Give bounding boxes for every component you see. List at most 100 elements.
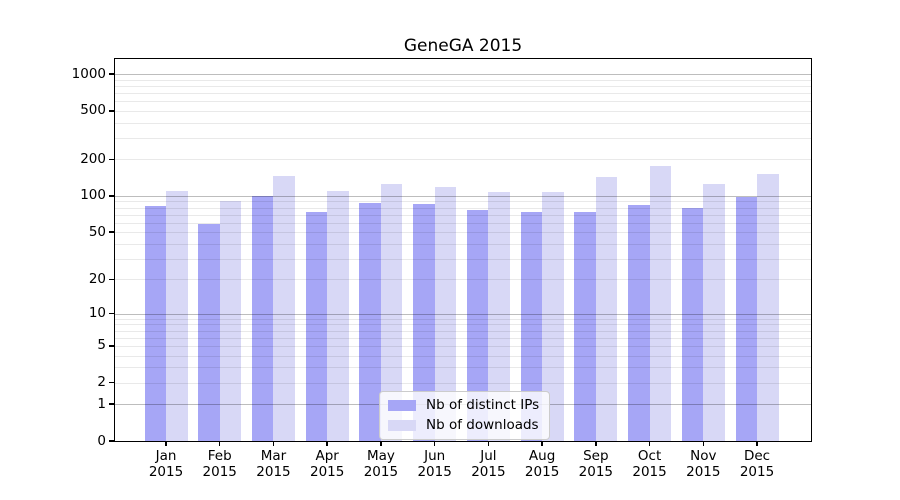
gridline-minor	[115, 101, 811, 103]
chart-title: GeneGA 2015	[403, 36, 523, 56]
y-tick-mark	[109, 440, 114, 442]
gridline-minor	[115, 382, 811, 384]
y-tick-label: 500	[80, 102, 106, 119]
gridline-minor	[115, 122, 811, 124]
x-tick-label: Dec 2015	[739, 448, 775, 480]
y-tick-mark	[109, 312, 114, 315]
x-tick-mark	[326, 441, 328, 446]
x-tick-mark	[165, 441, 167, 446]
gridline-major	[115, 74, 811, 76]
x-tick-mark	[595, 441, 597, 446]
y-tick-label: 2	[97, 374, 106, 391]
gridline-minor	[115, 279, 811, 281]
y-tick-mark	[109, 110, 114, 112]
plot-area	[115, 59, 811, 441]
bar-ips-may	[359, 203, 381, 441]
bar-downloads-feb	[219, 201, 242, 441]
x-tick-label: Nov 2015	[686, 448, 721, 480]
y-tick-label: 50	[88, 223, 106, 240]
bar-downloads-sep	[595, 177, 618, 441]
legend: Nb of distinct IPs Nb of downloads	[379, 391, 551, 440]
bar-ips-mar	[251, 195, 274, 441]
x-tick-mark	[272, 441, 275, 446]
bar-downloads-jul	[488, 191, 510, 441]
x-tick-label: May 2015	[363, 448, 399, 480]
y-tick-mark	[109, 231, 114, 233]
gridline-minor	[115, 355, 811, 357]
x-tick-mark	[541, 441, 543, 446]
legend-item-downloads: Nb of downloads	[388, 417, 539, 433]
legend-label-downloads: Nb of downloads	[426, 417, 539, 433]
y-tick-mark	[109, 158, 114, 161]
bar-downloads-nov	[703, 184, 725, 441]
gridline-minor	[115, 222, 811, 224]
x-tick-mark	[702, 441, 705, 446]
bar-ips-dec	[735, 196, 758, 441]
y-tick-label: 10	[88, 305, 106, 322]
bar-ips-aug	[520, 211, 543, 441]
bar-ips-jun	[413, 204, 435, 441]
bar-downloads-jun	[434, 186, 457, 441]
gridline-minor	[115, 93, 811, 95]
gridline-minor	[115, 337, 811, 339]
x-tick-label: Feb 2015	[202, 448, 237, 480]
y-tick-mark	[109, 345, 114, 347]
legend-item-ips: Nb of distinct IPs	[388, 397, 539, 413]
bar-downloads-oct	[649, 166, 672, 441]
legend-swatch-downloads	[388, 419, 416, 431]
gridline-minor	[115, 159, 811, 161]
y-tick-label: 5	[97, 337, 106, 354]
bar-ips-sep	[574, 212, 596, 441]
x-tick-label: Jul 2015	[471, 448, 506, 480]
x-tick-mark	[648, 441, 651, 446]
y-tick-mark	[109, 73, 114, 75]
gridline-minor	[115, 258, 811, 260]
x-tick-label: Jan 2015	[148, 448, 184, 480]
gridline-minor	[115, 201, 811, 203]
y-tick-label: 0	[97, 432, 106, 449]
x-tick-label: Aug 2015	[524, 448, 560, 480]
gridline-minor	[115, 214, 811, 216]
legend-swatch-ips	[388, 399, 416, 411]
gridline-minor	[115, 345, 811, 347]
x-tick-label: Oct 2015	[632, 448, 667, 480]
bar-ips-nov	[681, 207, 704, 441]
y-tick-mark	[109, 278, 114, 281]
y-tick-label: 20	[88, 270, 106, 287]
gridline-minor	[115, 330, 811, 332]
x-tick-mark	[433, 441, 436, 446]
gridline-minor	[115, 243, 811, 245]
gridline-minor	[115, 207, 811, 209]
gridline-minor	[115, 318, 811, 320]
y-tick-label: 100	[80, 187, 106, 204]
y-tick-label: 1	[97, 395, 106, 412]
x-tick-mark	[756, 441, 758, 446]
y-tick-mark	[109, 195, 114, 197]
gridline-major	[115, 313, 811, 315]
gridline-minor	[115, 137, 811, 139]
bar-downloads-apr	[327, 190, 349, 441]
x-tick-mark	[380, 441, 382, 446]
bar-ips-oct	[628, 205, 650, 441]
x-tick-label: Mar 2015	[256, 448, 291, 480]
bar-ips-feb	[198, 223, 220, 441]
y-tick-mark	[109, 403, 114, 405]
bar-downloads-jan	[166, 190, 188, 441]
x-tick-label: Apr 2015	[310, 448, 345, 480]
bar-downloads-aug	[542, 191, 564, 441]
bar-ips-jan	[144, 206, 166, 441]
legend-label-ips: Nb of distinct IPs	[426, 397, 540, 413]
gridline-minor	[115, 232, 811, 234]
bar-ips-jul	[466, 210, 489, 441]
gridline-minor	[115, 324, 811, 326]
bar-ips-apr	[305, 211, 328, 441]
gridline-minor	[115, 367, 811, 369]
gridline-minor	[115, 110, 811, 112]
bar-downloads-mar	[273, 175, 295, 441]
gridline-minor	[115, 85, 811, 87]
x-tick-label: Jun 2015	[417, 448, 452, 480]
y-tick-mark	[109, 381, 114, 384]
gridline-major	[115, 195, 811, 197]
y-tick-label: 1000	[71, 65, 106, 82]
